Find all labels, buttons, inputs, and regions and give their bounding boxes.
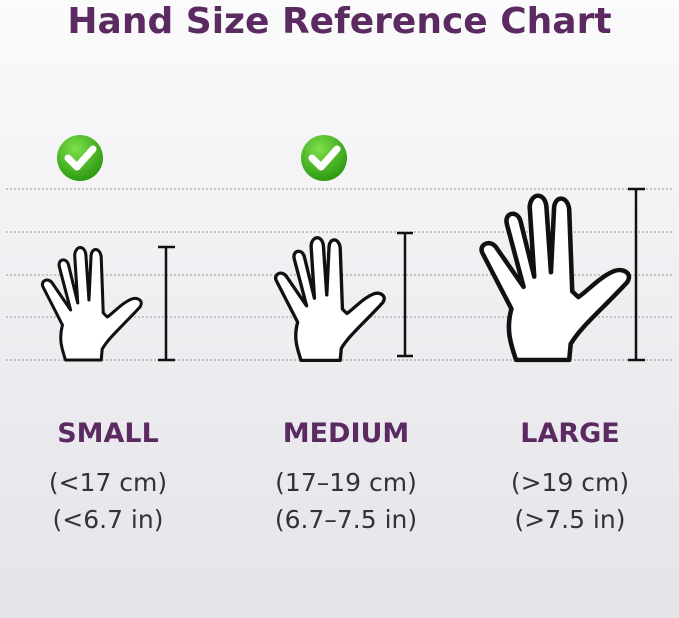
size-label-medium: MEDIUM <box>282 418 410 449</box>
hand-outline-icon <box>273 236 386 363</box>
height-bracket-icon <box>628 187 645 362</box>
size-cm-small: (<17 cm) <box>48 468 168 497</box>
size-in-small: (<6.7 in) <box>52 505 164 534</box>
check-circle-icon <box>57 135 103 181</box>
height-bracket-icon <box>158 245 175 362</box>
size-label-small: SMALL <box>57 418 159 449</box>
height-bracket-icon <box>397 231 413 358</box>
size-cm-large: (>19 cm) <box>510 468 630 497</box>
hand-outline-icon <box>40 245 143 362</box>
hand-outline-icon <box>482 196 629 360</box>
size-in-large: (>7.5 in) <box>514 505 626 534</box>
page-title: Hand Size Reference Chart <box>67 1 612 42</box>
size-in-medium: (6.7–7.5 in) <box>274 505 418 534</box>
check-circle-icon <box>301 135 347 181</box>
size-cm-medium: (17–19 cm) <box>275 468 417 497</box>
size-label-large: LARGE <box>520 418 620 449</box>
